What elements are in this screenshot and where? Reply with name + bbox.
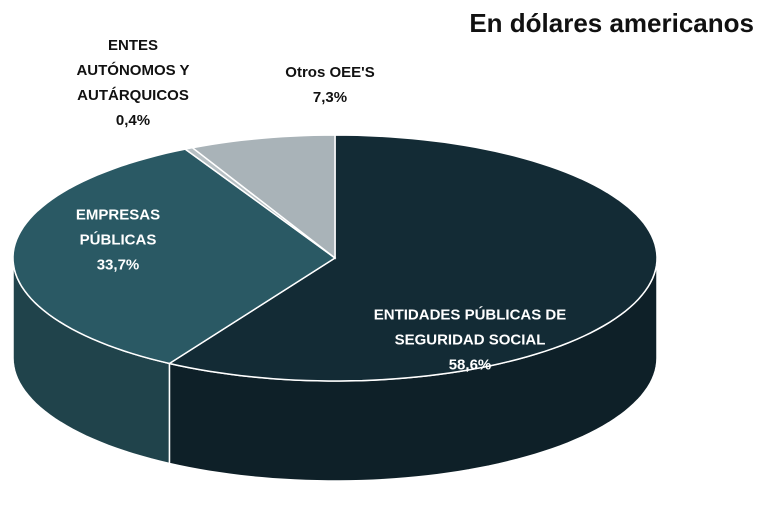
value-label: 0,4% [115,112,151,129]
value-label: 58,6% [448,356,492,374]
category-name: ENTIDADES PÚBLICAS DE SEGURIDAD SOCIAL [373,306,567,349]
value-label: 33,7% [96,256,140,274]
slice [167,134,658,382]
category-name: EMPRESAS PÚBLICAS [75,206,161,249]
chart-title: En dólares americanos [469,8,754,38]
slice [190,134,336,260]
category-name: Otros OEE'S [285,64,375,81]
slice-label: EMPRESAS PÚBLICAS 33,7% [53,203,183,278]
slice-label: ENTIDADES PÚBLICAS DE SEGURIDAD SOCIAL 58… [355,303,585,378]
value-label: 7,3% [312,89,348,106]
slice-label: Otros OEE'S 7,3% [275,60,385,110]
slice [12,148,337,365]
slice-label: ENTES AUTÓNOMOS Y AUTÁRQUICOS 0,4% [58,33,208,133]
category-name: ENTES AUTÓNOMOS Y AUTÁRQUICOS [76,37,190,104]
